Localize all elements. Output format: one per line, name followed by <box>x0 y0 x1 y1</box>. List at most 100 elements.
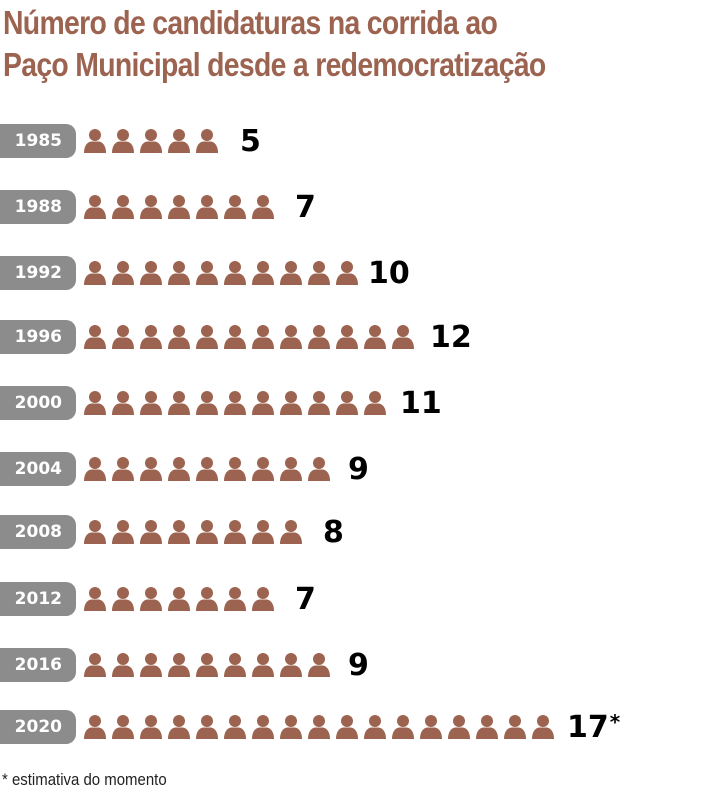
count-value: 5 <box>240 122 261 162</box>
person-icon <box>307 260 331 286</box>
person-icon <box>111 128 135 154</box>
count-number: 12 <box>430 320 472 355</box>
person-icon <box>167 456 191 482</box>
person-icon <box>83 260 107 286</box>
person-icon <box>83 456 107 482</box>
count-number: 10 <box>368 256 410 291</box>
person-icon <box>83 652 107 678</box>
person-icon <box>251 586 275 612</box>
row-1985: 1985 5 <box>0 124 715 160</box>
person-icon <box>167 652 191 678</box>
person-icon <box>195 519 219 545</box>
person-icon-group <box>83 652 335 678</box>
year-label: 1992 <box>0 256 76 290</box>
year-label: 1996 <box>0 320 76 354</box>
count-number: 9 <box>348 452 369 487</box>
person-icon <box>279 260 303 286</box>
person-icon <box>83 714 107 740</box>
year-label: 2016 <box>0 648 76 682</box>
person-icon <box>223 456 247 482</box>
person-icon <box>83 128 107 154</box>
year-label: 2008 <box>0 515 76 549</box>
person-icon <box>279 714 303 740</box>
person-icon-group <box>83 390 391 416</box>
person-icon <box>111 194 135 220</box>
person-icon <box>167 128 191 154</box>
person-icon <box>223 260 247 286</box>
person-icon <box>279 652 303 678</box>
person-icon <box>335 260 359 286</box>
footnote: * estimativa do momento <box>2 770 167 789</box>
row-2008: 2008 8 <box>0 515 715 551</box>
person-icon-group <box>83 519 307 545</box>
person-icon <box>223 324 247 350</box>
person-icon <box>167 324 191 350</box>
person-icon <box>195 714 219 740</box>
person-icon <box>195 260 219 286</box>
person-icon <box>111 324 135 350</box>
person-icon <box>251 652 275 678</box>
person-icon <box>307 390 331 416</box>
person-icon <box>195 128 219 154</box>
person-icon <box>251 456 275 482</box>
person-icon <box>195 456 219 482</box>
asterisk-mark: * <box>609 710 621 734</box>
person-icon <box>167 586 191 612</box>
person-icon <box>111 456 135 482</box>
count-value: 17* <box>567 708 620 748</box>
person-icon <box>503 714 527 740</box>
row-2016: 2016 9 <box>0 648 715 684</box>
person-icon <box>335 324 359 350</box>
person-icon <box>83 519 107 545</box>
person-icon <box>223 519 247 545</box>
person-icon <box>83 390 107 416</box>
count-value: 11 <box>400 384 442 424</box>
row-1988: 1988 7 <box>0 190 715 226</box>
person-icon <box>195 390 219 416</box>
person-icon-group <box>83 456 335 482</box>
count-value: 12 <box>430 318 472 358</box>
year-label: 2000 <box>0 386 76 420</box>
person-icon <box>139 128 163 154</box>
person-icon <box>223 390 247 416</box>
person-icon <box>139 390 163 416</box>
person-icon <box>167 519 191 545</box>
person-icon <box>167 194 191 220</box>
person-icon <box>83 324 107 350</box>
chart-title: Número de candidaturas na corrida ao Paç… <box>3 2 605 86</box>
person-icon <box>363 714 387 740</box>
year-label: 2004 <box>0 452 76 486</box>
row-2012: 2012 7 <box>0 582 715 618</box>
person-icon <box>475 714 499 740</box>
count-value: 8 <box>323 513 344 553</box>
person-icon-group <box>83 324 419 350</box>
person-icon <box>335 390 359 416</box>
person-icon <box>139 586 163 612</box>
person-icon <box>111 519 135 545</box>
count-number: 9 <box>348 648 369 683</box>
person-icon <box>447 714 471 740</box>
person-icon <box>251 519 275 545</box>
count-number: 7 <box>295 190 316 225</box>
person-icon <box>195 586 219 612</box>
person-icon <box>335 714 359 740</box>
person-icon <box>419 714 443 740</box>
title-line-2: Paço Municipal desde a redemocratização <box>3 46 546 83</box>
person-icon-group <box>83 714 559 740</box>
person-icon <box>195 194 219 220</box>
year-label: 2020 <box>0 710 76 744</box>
year-label: 2012 <box>0 582 76 616</box>
person-icon <box>195 652 219 678</box>
person-icon <box>167 390 191 416</box>
person-icon <box>391 324 415 350</box>
count-number: 8 <box>323 515 344 550</box>
person-icon <box>363 390 387 416</box>
person-icon <box>251 324 275 350</box>
person-icon <box>279 456 303 482</box>
person-icon <box>223 652 247 678</box>
year-label: 1988 <box>0 190 76 224</box>
person-icon <box>391 714 415 740</box>
person-icon <box>307 714 331 740</box>
row-2000: 2000 11 <box>0 386 715 422</box>
row-1992: 1992 10 <box>0 256 715 292</box>
